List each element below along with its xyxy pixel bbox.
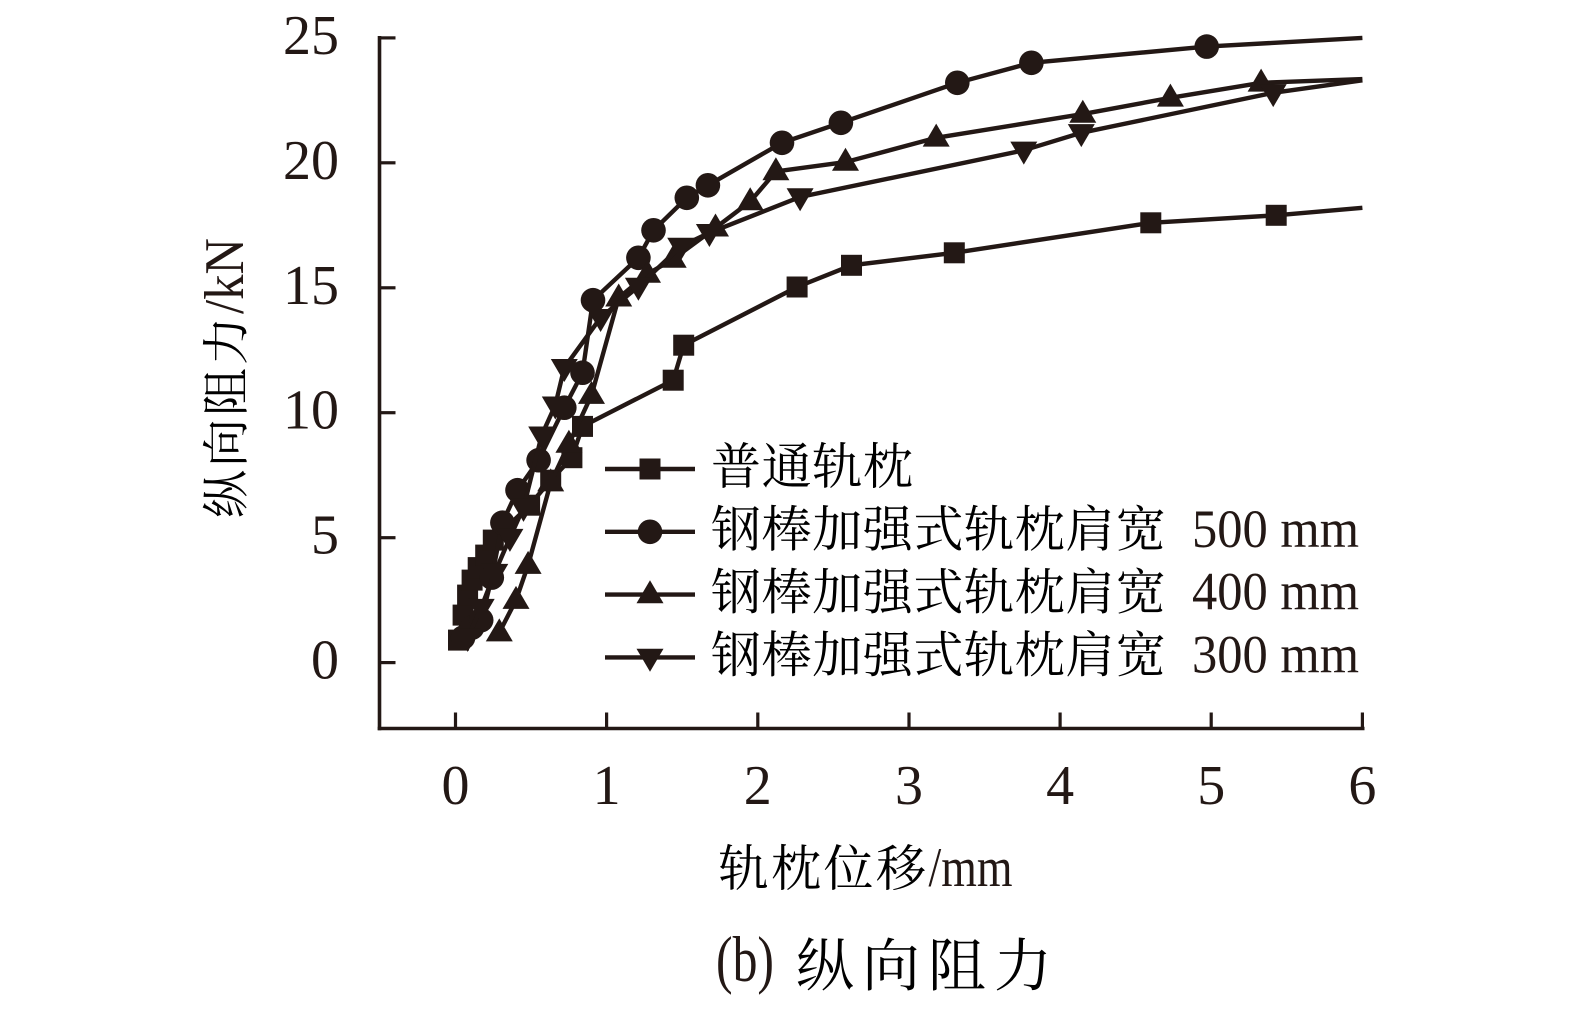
svg-text:2: 2 [744, 755, 772, 817]
svg-text:25: 25 [283, 5, 339, 67]
svg-text:(b): (b) [716, 924, 774, 996]
svg-text:500 mm: 500 mm [1192, 499, 1359, 559]
svg-text:1: 1 [593, 755, 621, 817]
svg-text:400 mm: 400 mm [1192, 562, 1359, 622]
svg-text:300 mm: 300 mm [1192, 624, 1359, 684]
svg-text:20: 20 [283, 130, 339, 192]
svg-text:3: 3 [895, 755, 923, 817]
svg-text:0: 0 [311, 630, 339, 692]
svg-text:0: 0 [442, 755, 470, 817]
svg-text:4: 4 [1046, 755, 1074, 817]
svg-text:5: 5 [311, 505, 339, 567]
svg-text:6: 6 [1348, 755, 1376, 817]
svg-text:/kN: /kN [194, 238, 256, 314]
svg-text:/mm: /mm [929, 837, 1013, 899]
svg-text:15: 15 [283, 255, 339, 317]
svg-text:10: 10 [283, 380, 339, 442]
svg-text:5: 5 [1197, 755, 1225, 817]
